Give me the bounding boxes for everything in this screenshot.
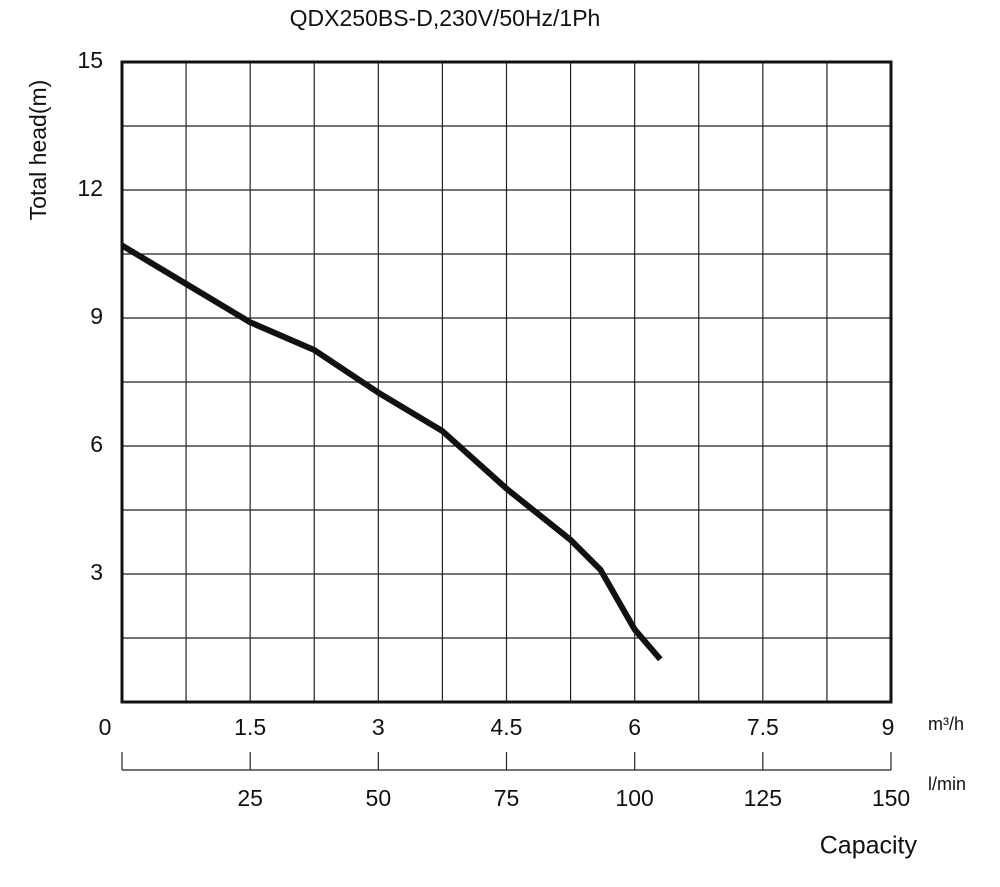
y-tick-label: 9 xyxy=(90,303,103,329)
y-tick-label: 15 xyxy=(77,47,103,73)
x2-tick-label: 25 xyxy=(237,785,263,811)
x2-tick-label: 50 xyxy=(366,785,392,811)
x-unit: m³/h xyxy=(928,714,964,734)
x-tick-label: 4.5 xyxy=(491,714,523,740)
x2-unit: l/min xyxy=(928,774,966,794)
y-tick-label: 6 xyxy=(90,431,103,457)
x2-tick-label: 125 xyxy=(744,785,782,811)
chart-title: QDX250BS-D,230V/50Hz/1Ph xyxy=(290,5,601,31)
x-tick-label: 1.5 xyxy=(234,714,266,740)
y-axis-label: Total head(m) xyxy=(25,80,51,221)
x2-tick-label: 150 xyxy=(872,785,910,811)
x-tick-label: 3 xyxy=(372,714,385,740)
curve xyxy=(120,242,663,662)
y-tick-label: 3 xyxy=(90,559,103,585)
x2-tick-label: 75 xyxy=(494,785,520,811)
y-tick-label: 12 xyxy=(77,175,103,201)
x-tick-label: 6 xyxy=(628,714,641,740)
x-tick-label: 7.5 xyxy=(747,714,779,740)
x-tick-label: 9 xyxy=(882,714,895,740)
x-tick-label: 0 xyxy=(99,714,112,740)
plot-frame xyxy=(120,60,893,704)
x2-tick-label: 100 xyxy=(615,785,653,811)
x-axis-label: Capacity xyxy=(820,832,918,860)
